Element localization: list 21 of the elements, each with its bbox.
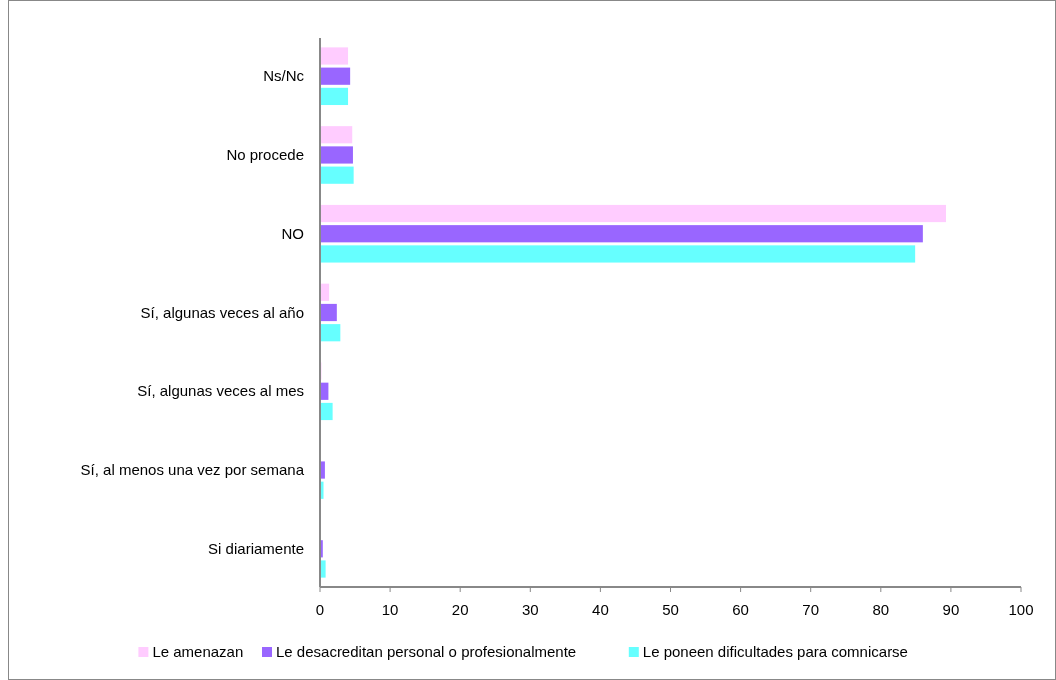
x-tick-label: 90 xyxy=(942,601,960,618)
y-tick-label: Ns/Nc xyxy=(263,67,305,85)
y-tick-label: Sí, al menos una vez por semana xyxy=(80,461,305,479)
x-tick-label: 70 xyxy=(802,601,820,618)
x-tick-label: 30 xyxy=(521,601,539,618)
y-tick-label: Sí, algunas veces al mes xyxy=(137,382,304,400)
x-tick-label: 60 xyxy=(732,601,749,618)
y-tick-label: NO xyxy=(281,224,304,242)
legend-label: Le poneen dificultades para comnicarse xyxy=(642,643,908,660)
y-tick-label: Si diariamente xyxy=(208,539,304,557)
x-tick-label: 20 xyxy=(451,601,469,618)
legend-label: Le amenazan xyxy=(152,643,244,660)
x-tick-label: 10 xyxy=(381,601,399,618)
x-tick-label: 50 xyxy=(662,601,679,618)
x-tick-label: 40 xyxy=(592,601,609,618)
x-tick-label: 0 xyxy=(315,601,325,618)
y-tick-label: Sí, algunas veces al año xyxy=(140,303,304,321)
x-tick-label: 100 xyxy=(1008,601,1034,618)
legend-label: Le desacreditan personal o profesionalmente xyxy=(276,643,577,660)
y-tick-label: No procede xyxy=(226,145,304,163)
x-tick-label: 80 xyxy=(872,601,890,618)
